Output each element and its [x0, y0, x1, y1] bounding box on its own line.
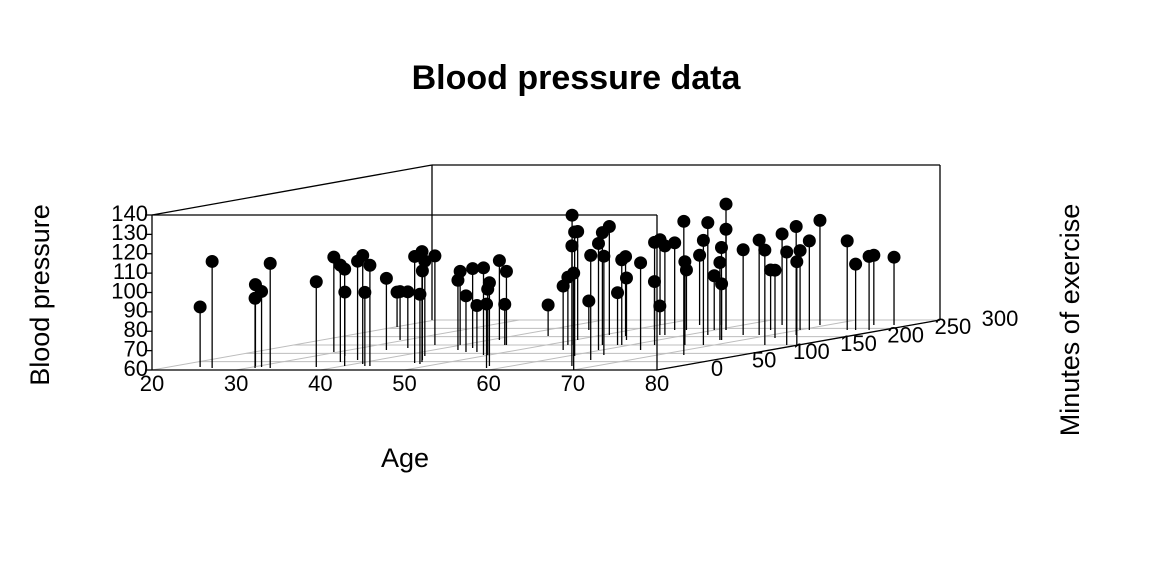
point	[571, 225, 585, 238]
point	[413, 287, 427, 301]
point	[793, 244, 807, 258]
point	[768, 263, 782, 277]
point	[415, 264, 429, 278]
point	[775, 227, 789, 241]
point	[867, 248, 881, 262]
point	[679, 263, 693, 277]
point	[693, 248, 707, 262]
point	[263, 256, 277, 270]
point	[477, 261, 491, 275]
point	[668, 236, 682, 250]
y-tick-label: 300	[982, 306, 1019, 331]
point	[470, 299, 484, 312]
point	[498, 297, 512, 311]
point	[482, 276, 496, 290]
point	[453, 264, 467, 278]
point	[790, 255, 804, 269]
point	[780, 245, 794, 259]
y-axis-title: Minutes of exercise	[1055, 204, 1085, 437]
point	[696, 233, 710, 247]
z-tick-label: 60	[124, 356, 148, 381]
point	[499, 264, 513, 278]
x-tick-label: 40	[308, 371, 332, 396]
z-tick-label: 140	[111, 201, 148, 226]
z-tick-label: 100	[111, 278, 148, 303]
ticks: 20 30 40 50 60 70 800 50 100 150 200 250 30060708090…	[111, 201, 1018, 396]
point	[677, 214, 691, 228]
z-tick-label: 130	[111, 220, 148, 245]
point	[802, 234, 816, 248]
point	[567, 266, 581, 280]
point	[338, 285, 352, 299]
z-tick-label: 110	[113, 259, 148, 284]
x-tick-label: 70	[561, 371, 585, 396]
z-tick-label: 70	[124, 336, 148, 361]
box-edge	[656, 319, 941, 371]
point	[701, 216, 715, 230]
point	[582, 294, 596, 308]
point	[428, 249, 442, 263]
point	[758, 243, 772, 257]
point	[719, 222, 733, 236]
point	[715, 277, 729, 291]
point	[789, 220, 803, 233]
point	[634, 256, 648, 270]
x-tick-label: 20	[140, 371, 164, 396]
point	[418, 254, 432, 268]
point	[840, 234, 854, 248]
point	[309, 275, 323, 289]
z-tick-label: 80	[124, 317, 148, 342]
y-tick-label: 0	[711, 356, 723, 381]
point	[887, 250, 901, 264]
point	[358, 285, 372, 299]
point	[541, 298, 555, 312]
points	[193, 197, 901, 370]
point	[813, 213, 827, 227]
y-tick-label: 200	[887, 322, 924, 347]
point	[466, 262, 480, 276]
point	[459, 289, 473, 303]
z-tick-label: 120	[111, 240, 148, 265]
point	[658, 239, 672, 253]
y-tick-label: 100	[793, 339, 830, 364]
point	[849, 257, 863, 271]
x-tick-label: 80	[645, 371, 669, 396]
point	[653, 299, 667, 313]
point	[356, 249, 370, 262]
point	[255, 284, 269, 298]
z-axis-title: Blood pressure	[25, 204, 55, 386]
point	[597, 249, 611, 263]
x-tick-label: 60	[476, 371, 500, 396]
point	[363, 258, 377, 272]
point	[193, 300, 207, 314]
point	[736, 243, 750, 257]
point	[713, 256, 727, 269]
point	[480, 297, 494, 311]
y-tick-label: 250	[934, 314, 971, 339]
point	[602, 220, 616, 233]
point	[611, 286, 625, 300]
point	[401, 285, 415, 299]
y-tick-label: 150	[840, 331, 877, 356]
chart-title: Blood pressure data	[412, 59, 742, 97]
point	[752, 233, 766, 247]
box	[151, 164, 941, 371]
x-tick-label: 30	[224, 371, 248, 396]
point	[565, 208, 579, 222]
point	[379, 271, 393, 285]
point	[719, 197, 733, 211]
x-tick-label: 50	[392, 371, 416, 396]
point	[714, 241, 728, 254]
point	[205, 254, 219, 268]
point	[584, 248, 598, 262]
y-tick-label: 50	[752, 347, 776, 372]
point	[619, 250, 633, 264]
point	[492, 254, 506, 268]
point	[338, 262, 352, 276]
z-tick-label: 90	[124, 298, 148, 323]
x-axis-title: Age	[381, 443, 429, 473]
point	[619, 271, 633, 285]
box-edge	[151, 164, 433, 216]
